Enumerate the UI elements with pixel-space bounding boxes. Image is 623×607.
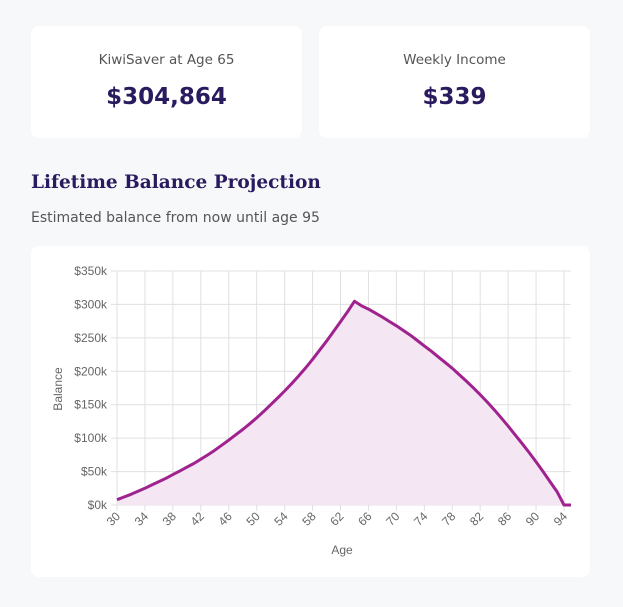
y-tick-label: $0k [88, 498, 108, 512]
y-tick-label: $150k [74, 398, 108, 412]
stat-label: KiwiSaver at Age 65 [98, 52, 235, 68]
x-tick-label: 46 [216, 509, 236, 529]
section-subtitle: Estimated balance from now until age 95 [31, 210, 320, 226]
y-axis-label: Balance [51, 367, 65, 411]
x-tick-label: 54 [271, 509, 291, 529]
stat-label: Weekly Income [403, 52, 506, 68]
y-tick-label: $250k [74, 331, 108, 345]
x-tick-label: 66 [355, 509, 375, 529]
y-tick-label: $100k [74, 431, 108, 445]
y-tick-label: $350k [74, 264, 108, 278]
balance-chart: $0k$50k$100k$150k$200k$250k$300k$350k 30… [51, 264, 571, 557]
balance-line [116, 299, 571, 507]
x-ticks: 30 34 38 42 46 50 54 58 62 66 70 74 78 82 86 90 94 [104, 509, 571, 529]
x-tick-label: 86 [495, 509, 515, 529]
x-tick-label: 34 [132, 509, 152, 529]
x-tick-label: 58 [299, 509, 319, 529]
y-tick-label: $50k [81, 465, 108, 479]
x-tick-label: 74 [411, 509, 431, 529]
x-tick-label: 70 [383, 509, 403, 529]
stat-card-weekly-income: Weekly Income $339 [319, 26, 590, 138]
x-tick-label: 82 [467, 509, 487, 529]
stat-value: $339 [422, 84, 487, 110]
x-tick-label: 62 [327, 509, 347, 529]
x-axis-label: Age [331, 543, 353, 557]
y-ticks: $0k $50k $100k $150k $200k $250k $300k $350k [74, 264, 108, 512]
x-tick-label: 78 [439, 509, 459, 529]
x-tick-label: 42 [188, 509, 208, 529]
y-tick-label: $200k [74, 364, 108, 378]
x-tick-label: 90 [523, 509, 543, 529]
x-tick-label: 94 [551, 509, 571, 529]
x-tick-label: 50 [243, 509, 263, 529]
stat-card-kiwisaver: KiwiSaver at Age 65 $304,864 [31, 26, 302, 138]
y-tick-label: $300k [74, 297, 108, 311]
chart-card: $0k $50k $100k $150k $200k $250k $300k $350k 30… [31, 246, 590, 577]
stat-value: $304,864 [106, 84, 227, 110]
balance-area [117, 301, 571, 505]
section-title: Lifetime Balance Projection [31, 172, 321, 193]
x-tick-label: 38 [160, 509, 180, 529]
